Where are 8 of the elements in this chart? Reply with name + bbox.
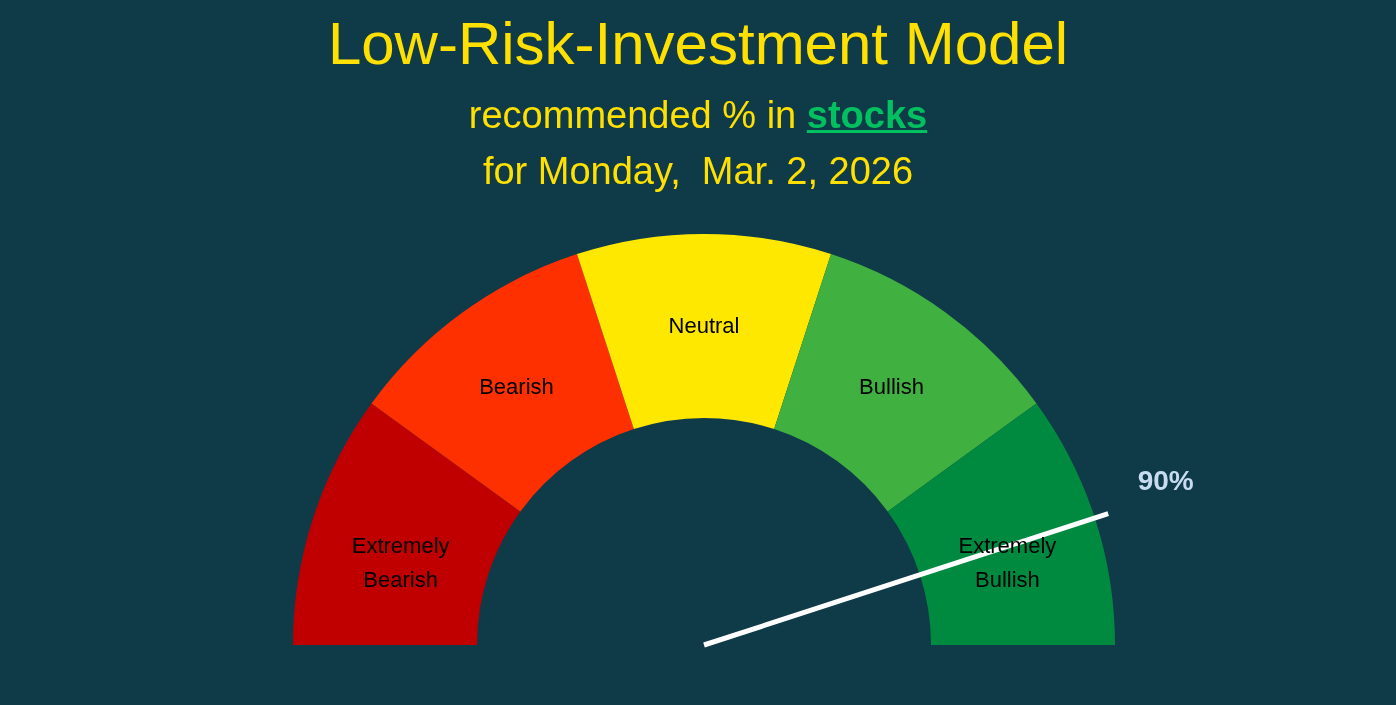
chart-subtitle: recommended % in stocks: [467, 93, 929, 138]
text: for Monday, Mar. 2, 2026: [481, 149, 915, 194]
text: 90%: [1137, 464, 1194, 496]
slice-label: Neutral: [668, 313, 740, 338]
chart-title: Low-Risk-Investment Model: [326, 9, 1070, 79]
slice-label: Bullish: [859, 373, 924, 399]
slice-label: Bearish: [479, 373, 554, 399]
slice-label: Extremely Bearish: [351, 533, 450, 593]
